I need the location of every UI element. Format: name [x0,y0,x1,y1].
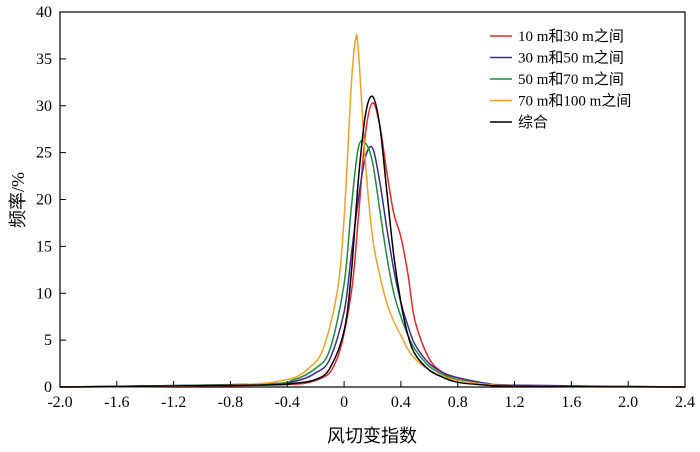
x-tick-label: 0.8 [448,394,468,411]
y-tick-label: 35 [36,51,52,68]
y-tick-label: 40 [36,4,52,21]
x-axis-title: 风切变指数 [327,426,417,446]
legend-label: 50 m和70 m之间 [518,71,624,88]
x-tick-label: -2.0 [47,394,72,411]
x-tick-label: 0 [340,394,348,411]
y-tick-label: 30 [36,98,52,115]
y-tick-label: 5 [44,332,52,349]
legend-label: 10 m和30 m之间 [518,28,624,45]
legend-label: 70 m和100 m之间 [518,93,631,110]
series-line-5 [59,95,686,388]
x-tick-label: 0.4 [391,394,411,411]
y-tick-label: 25 [36,145,52,162]
x-tick-label: -1.6 [104,394,129,411]
y-tick-label: 0 [44,379,52,396]
x-tick-label: -0.8 [218,394,243,411]
series-line-2 [59,145,686,388]
y-axis-title: 频率/% [8,172,28,228]
y-tick-label: 20 [36,192,52,209]
x-tick-label: 1.2 [505,394,525,411]
x-tick-label: 2.0 [618,394,638,411]
x-tick-label: -1.2 [161,394,186,411]
y-tick-label: 15 [36,238,52,255]
x-tick-label: 2.4 [675,394,695,411]
legend-label: 30 m和50 m之间 [518,50,624,67]
x-tick-label: 1.6 [561,394,581,411]
series-line-4 [59,34,686,388]
x-tick-label: -0.4 [275,394,300,411]
legend-label: 综合 [518,114,548,131]
y-tick-label: 10 [36,285,52,302]
series-line-3 [59,139,686,388]
